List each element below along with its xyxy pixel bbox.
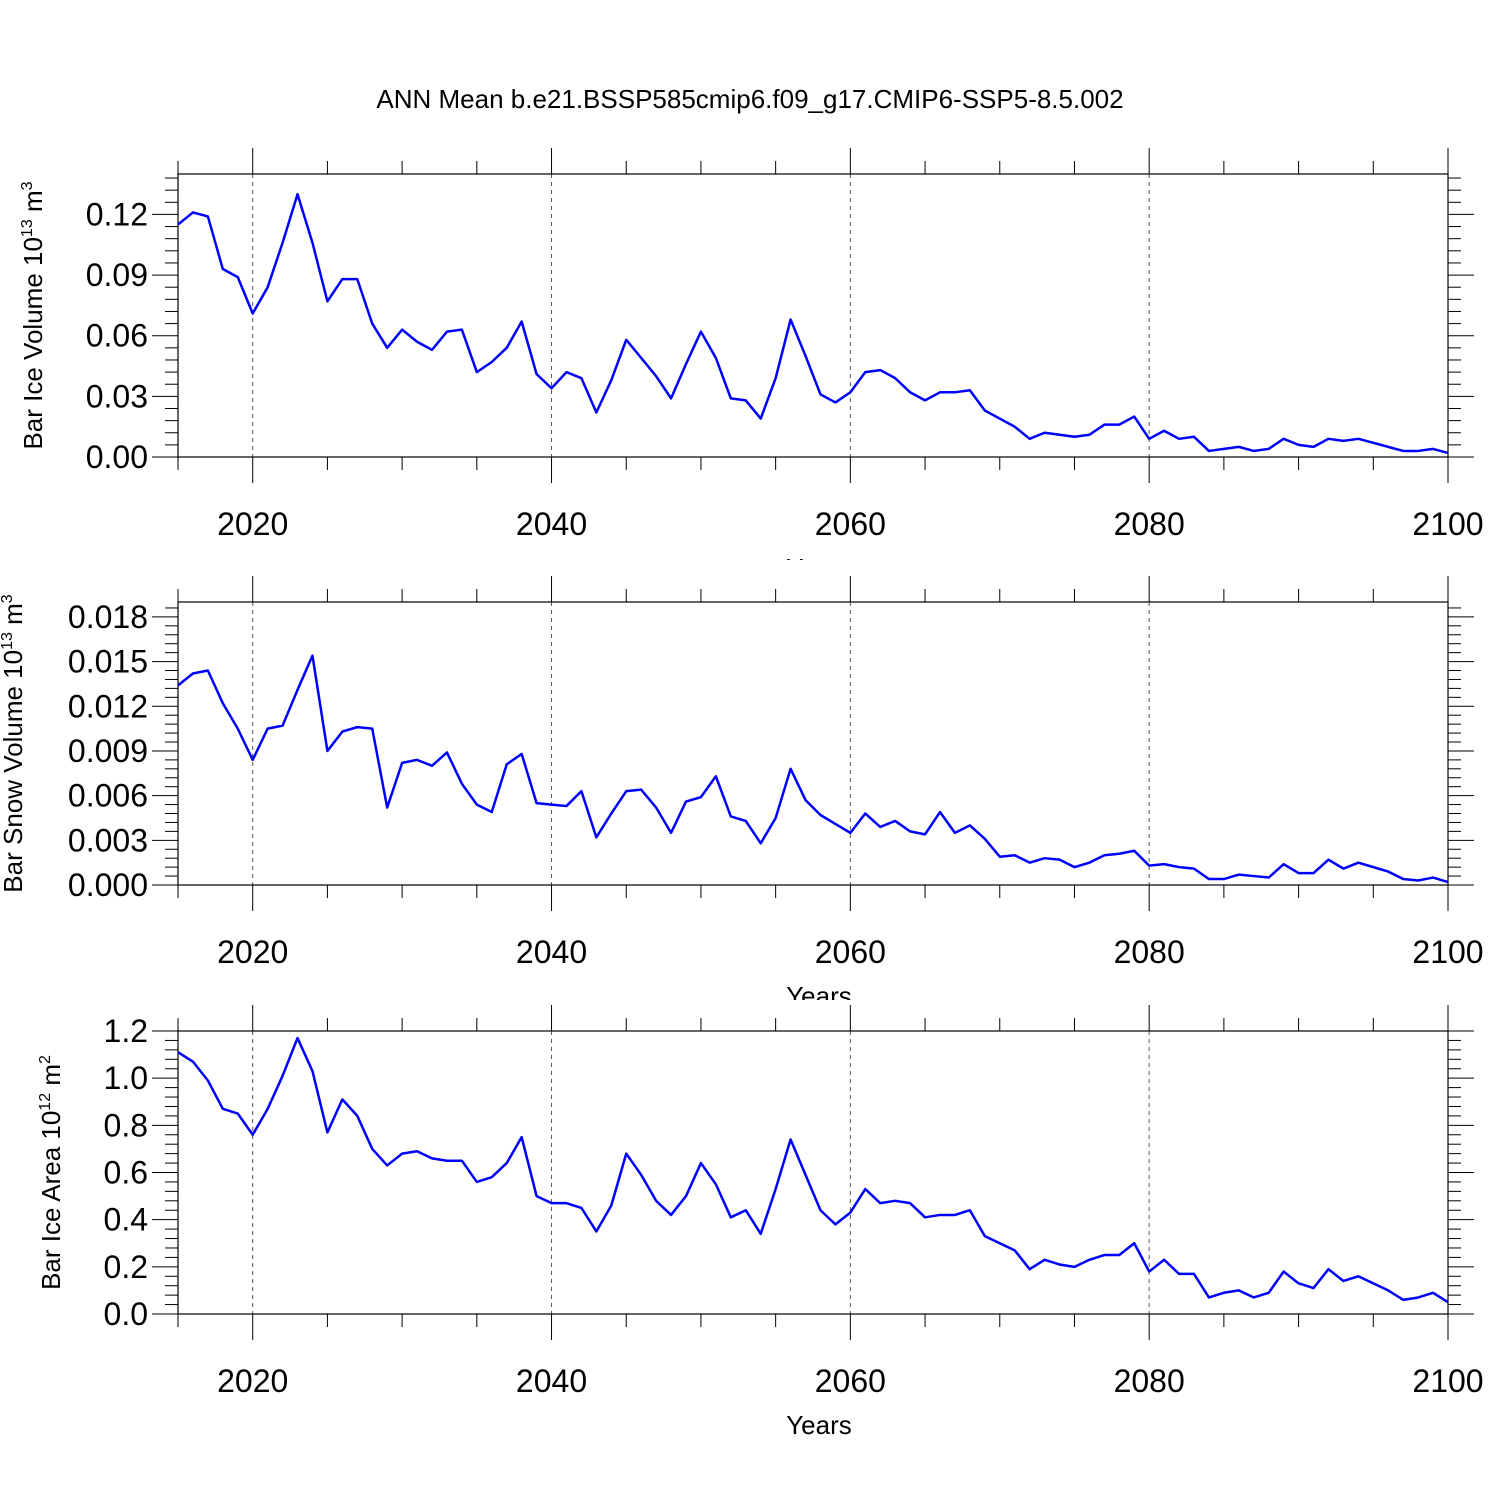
y-tick-label: 0.8 — [104, 1107, 148, 1143]
x-tick-label: 2060 — [815, 506, 886, 542]
snow-volume-panel: 2020 2040 2060 2080 2100 0.000 0.003 0.006 0.009… — [0, 576, 1484, 1000]
y-tick-label: 0.2 — [104, 1249, 148, 1285]
y-tick-label: 0.12 — [86, 196, 148, 232]
x-tick-label: 2040 — [516, 1363, 587, 1399]
y-tick-label: 0.018 — [68, 599, 148, 635]
x-tick-label: 2020 — [217, 934, 288, 970]
y-tick-label: 0.0 — [104, 1296, 148, 1332]
y-tick-label: 0.003 — [68, 822, 148, 858]
x-tick-label: 2100 — [1412, 934, 1483, 970]
series-line — [177, 1036, 1449, 1304]
y-tick-label: 0.006 — [68, 778, 148, 814]
x-tick-label: 2080 — [1114, 1363, 1185, 1399]
ice-area-panel: 2020 2040 2060 2080 2100 0.0 0.2 0.4 0.6 0.8 1.0 1.… — [36, 1005, 1484, 1440]
x-axis-label: Years — [786, 1410, 852, 1440]
y-tick-label: 1.2 — [104, 1013, 148, 1049]
x-tick-label: 2080 — [1114, 506, 1185, 542]
y-tick-label: 0.09 — [86, 257, 148, 293]
x-tick-label: 2040 — [516, 934, 587, 970]
x-axis-label: Years — [786, 553, 852, 560]
plot-frame — [177, 601, 1449, 886]
x-tick-label: 2060 — [815, 934, 886, 970]
plot-frame — [177, 173, 1449, 458]
x-tick-label: 2100 — [1412, 1363, 1483, 1399]
x-tick-label: 2020 — [217, 1363, 288, 1399]
y-tick-label: 0.015 — [68, 644, 148, 680]
y-tick-label: 0.06 — [86, 318, 148, 354]
y-tick-label: 1.0 — [104, 1060, 148, 1096]
plot-frame — [177, 1030, 1449, 1315]
y-tick-label: 0.000 — [68, 867, 148, 903]
y-axis-label: Bar Ice Volume 1013 m3 — [18, 181, 48, 449]
figure-title: ANN Mean b.e21.BSSP585cmip6.f09_g17.CMIP… — [376, 84, 1124, 114]
y-tick-label: 0.6 — [104, 1155, 148, 1191]
y-tick-label: 0.00 — [86, 439, 148, 475]
series-line — [177, 654, 1449, 884]
y-axis-label: Bar Snow Volume 1013 m3 — [0, 594, 28, 893]
y-tick-label: 0.03 — [86, 378, 148, 414]
x-axis-label: Years — [786, 981, 852, 1000]
y-tick-label: 0.4 — [104, 1202, 148, 1238]
y-tick-label: 0.009 — [68, 733, 148, 769]
x-tick-label: 2040 — [516, 506, 587, 542]
y-tick-label: 0.012 — [68, 688, 148, 724]
ice-volume-panel: 2020 2040 2060 2080 2100 0.00 0.03 0.06 0.09 0.12… — [18, 148, 1484, 560]
series-line — [177, 192, 1449, 455]
x-tick-label: 2080 — [1114, 934, 1185, 970]
x-tick-label: 2020 — [217, 506, 288, 542]
y-axis-label: Bar Ice Area 1012 m2 — [36, 1055, 66, 1290]
x-tick-label: 2060 — [815, 1363, 886, 1399]
x-tick-label: 2100 — [1412, 506, 1483, 542]
